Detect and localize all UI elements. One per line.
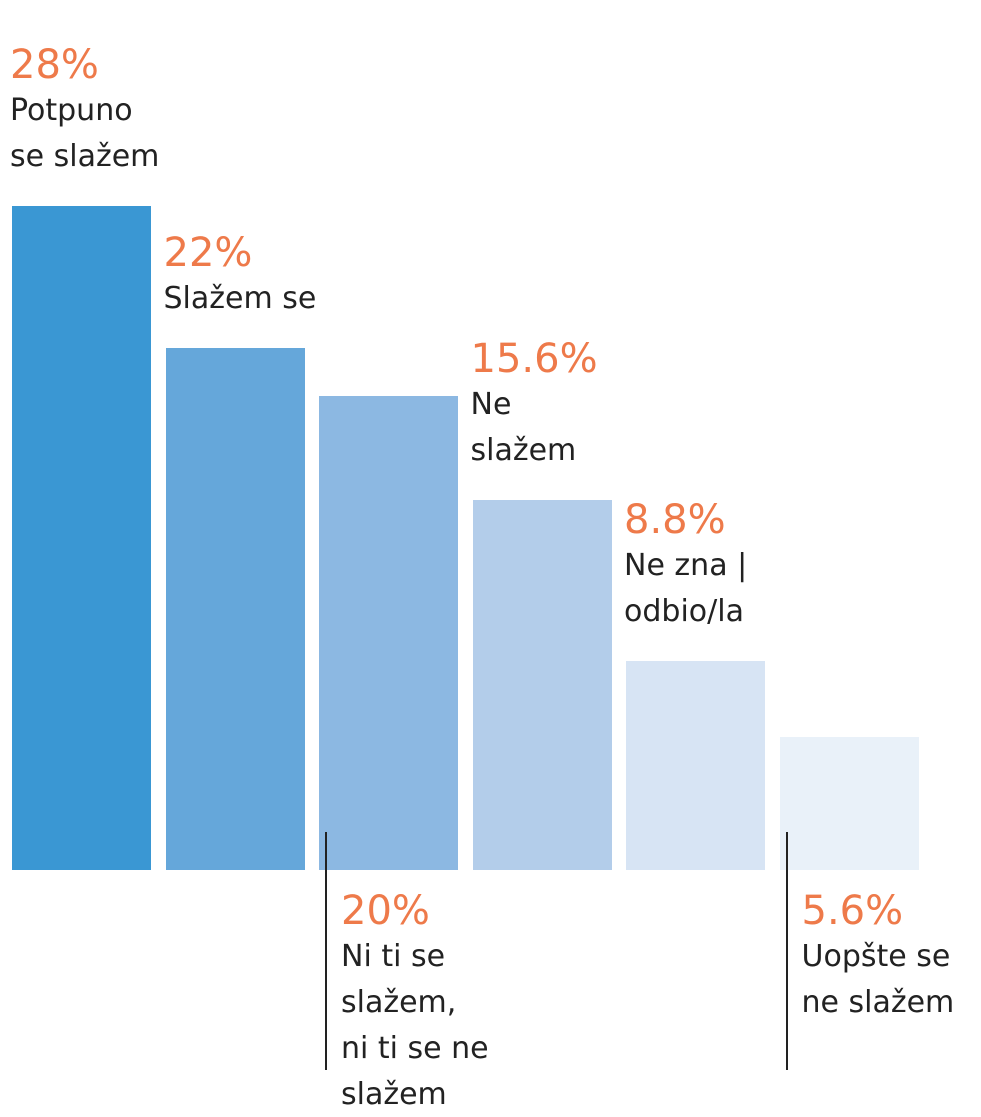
category-label: Potpuno se slažem — [10, 93, 160, 174]
bar — [626, 661, 765, 870]
bar — [319, 395, 458, 870]
category-label: Ni ti se slažem, ni ti se ne slažem — [341, 939, 489, 1112]
data-label: 15.6% Ne slažem — [471, 336, 598, 474]
bar — [12, 206, 151, 870]
category-label: Slažem se — [163, 281, 317, 317]
category-label: Ne slažem — [470, 387, 577, 469]
value-label: 22% — [163, 230, 253, 277]
bar — [165, 348, 305, 870]
data-label: 28% Potpuno se slažem — [10, 42, 159, 180]
value-label: 8.8% — [624, 497, 726, 544]
data-label: 22% Slažem se — [164, 230, 317, 322]
category-label: Uopšte se ne slažem — [801, 939, 955, 1020]
data-label: 5.6% Uopšte se ne slažem — [802, 888, 955, 1026]
category-label: Ne zna | odbio/la — [624, 548, 748, 630]
leader-line — [325, 832, 327, 1070]
value-label: 20% — [341, 888, 430, 934]
bar — [472, 500, 612, 870]
bar — [779, 737, 919, 870]
value-label: 5.6% — [801, 888, 904, 934]
value-label: 15.6% — [470, 336, 598, 383]
value-label: 28% — [10, 42, 99, 88]
data-label: 8.8% Ne zna | odbio/la — [624, 497, 747, 635]
leader-line — [785, 832, 788, 1070]
data-label: 20% Ni ti se slažem, ni ti se ne slažem — [341, 888, 489, 1117]
